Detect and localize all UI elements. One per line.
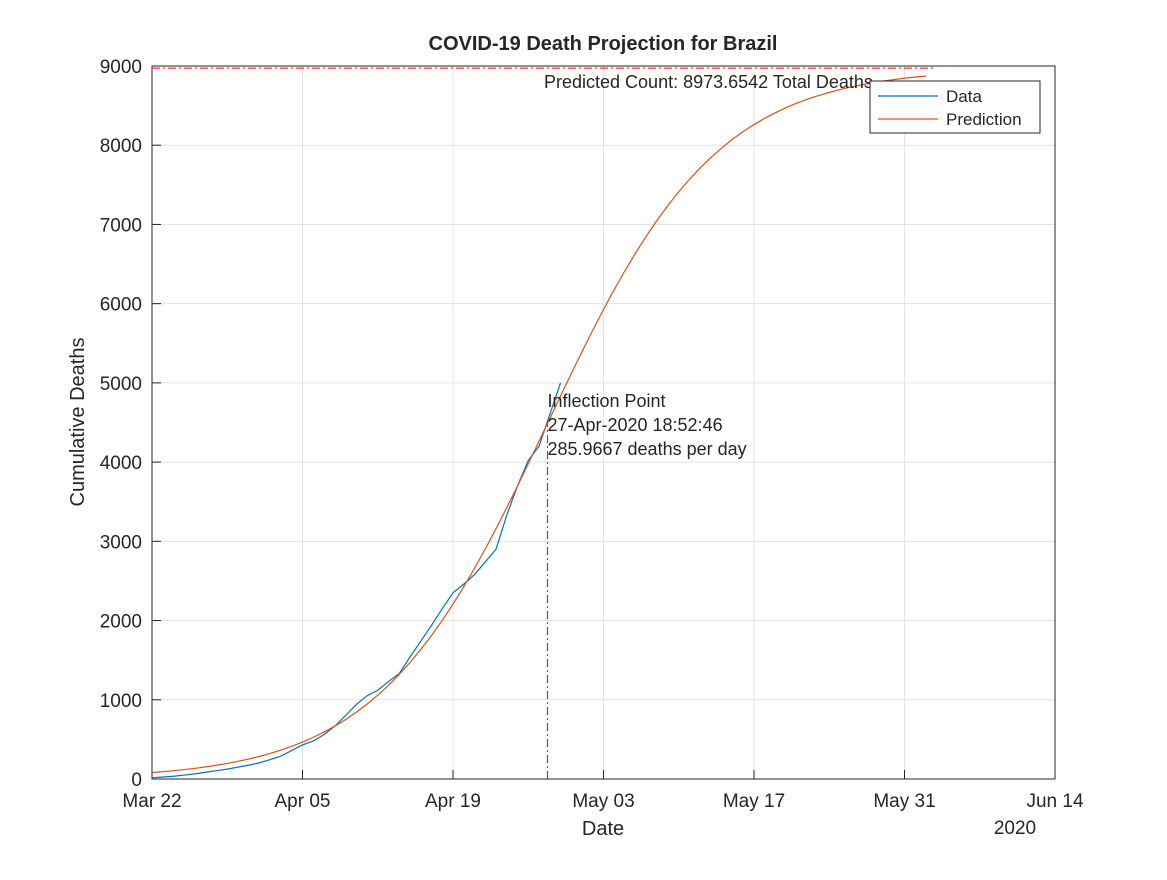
y-tick-label: 7000	[100, 215, 142, 236]
x-tick-label: May 03	[572, 791, 634, 812]
x-tick-label: Mar 22	[122, 791, 181, 812]
predicted-total-label: Predicted Count: 8973.6542 Total Deaths	[544, 72, 873, 92]
x-axis-label: Date	[582, 818, 624, 840]
legend-box	[869, 80, 1041, 134]
x-year-label: 2020	[994, 818, 1036, 839]
inflection-label: Inflection Point	[547, 391, 665, 411]
legend-label: Data	[946, 87, 982, 106]
y-tick-label: 9000	[100, 57, 142, 78]
inflection-label: 285.9667 deaths per day	[547, 439, 746, 459]
chart-title: COVID-19 Death Projection for Brazil	[429, 33, 778, 55]
axes-box	[151, 65, 1056, 780]
y-tick-label: 2000	[100, 612, 142, 633]
y-tick-label: 3000	[100, 532, 142, 553]
x-tick-label: Jun 14	[1026, 791, 1083, 812]
y-tick-label: 0	[131, 770, 142, 791]
data-line	[151, 75, 927, 774]
data-line	[151, 382, 562, 779]
x-tick-label: Apr 05	[275, 791, 331, 812]
x-tick-label: Apr 19	[425, 791, 481, 812]
y-tick-label: 8000	[100, 136, 142, 157]
legend: Data Prediction	[869, 80, 1041, 134]
y-tick-label: 4000	[100, 453, 142, 474]
y-tick-label: 6000	[100, 295, 142, 316]
y-tick-label: 5000	[100, 374, 142, 395]
y-tick-label: 1000	[100, 691, 142, 712]
inflection-label: 27-Apr-2020 18:52:46	[547, 415, 722, 435]
x-tick-label: May 17	[723, 791, 785, 812]
y-axis-label: Cumulative Deaths	[67, 338, 89, 507]
x-tick-label: May 31	[873, 791, 935, 812]
legend-label: Prediction	[946, 110, 1022, 129]
